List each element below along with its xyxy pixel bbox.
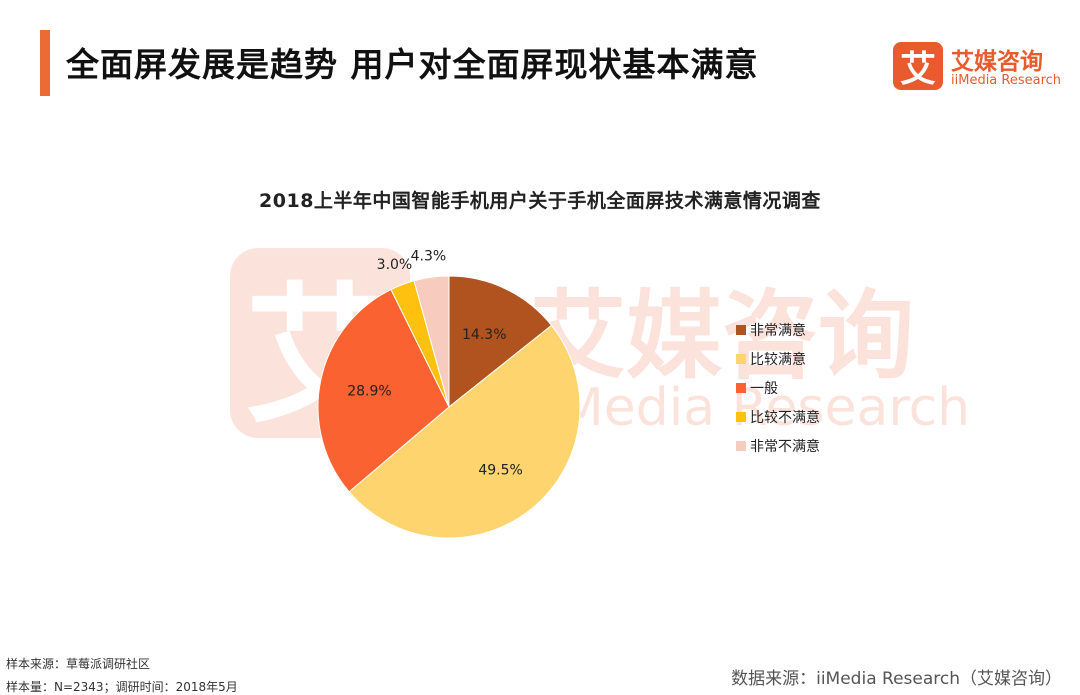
pie-slice-1 [448,275,553,409]
title-accent-bar [40,30,50,96]
chart-title: 2018上半年中国智能手机用户关于手机全面屏技术满意情况调查 [259,190,821,212]
slice-data-label-5: 4.3% [411,248,447,264]
legend-label-4: 比较不满意 [750,409,820,426]
legend-label-1: 非常满意 [750,322,806,339]
sample-info-note: 样本量：N=2343；调研时间：2018年5月 [6,680,238,694]
slice-data-label-3: 28.9% [347,384,391,400]
logo-mark-icon: 艾 [893,42,943,90]
legend-swatch-3 [736,383,746,393]
legend-swatch-2 [736,354,746,364]
data-source-note: 数据来源：iiMedia Research（艾媒咨询） [731,669,1062,689]
logo-name-cn: 艾媒咨询 [951,49,1043,75]
iimedia-logo: 艾 艾媒咨询 iiMedia Research [893,42,1068,92]
logo-name-en: iiMedia Research [951,73,1062,88]
page-title: 全面屏发展是趋势 用户对全面屏现状基本满意 [66,45,759,84]
pie-slice-3 [317,288,450,493]
legend-swatch-5 [736,441,746,451]
slice-data-label-4: 3.0% [377,257,413,273]
legend-swatch-1 [736,325,746,335]
legend-label-2: 比较满意 [750,351,806,368]
legend-label-5: 非常不满意 [750,438,820,455]
legend-swatch-4 [736,412,746,422]
slice-data-label-1: 14.3% [462,327,506,343]
slice-data-label-2: 49.5% [478,463,522,479]
pie-slice-5 [413,275,450,408]
legend-label-3: 一般 [750,381,778,397]
pie-slice-2 [348,324,581,539]
sample-source-note: 样本来源：草莓派调研社区 [6,657,151,671]
